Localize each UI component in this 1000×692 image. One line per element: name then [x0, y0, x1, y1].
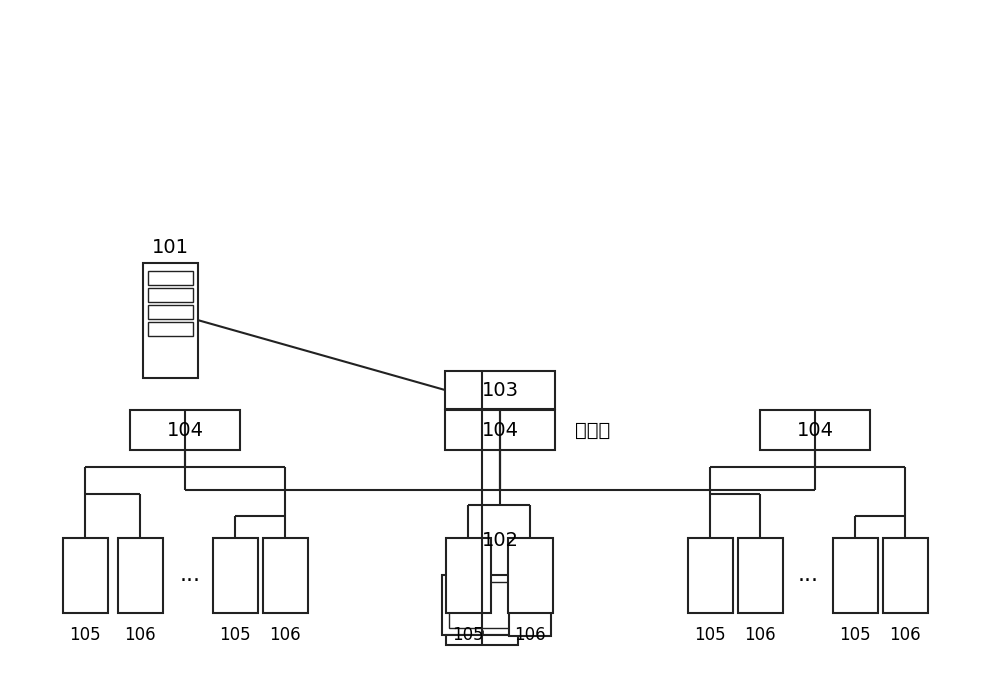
Text: ...: ...	[180, 565, 200, 585]
Bar	[445, 371, 555, 409]
Text: 106: 106	[124, 626, 156, 644]
Bar	[515, 596, 545, 606]
Text: 102: 102	[482, 531, 518, 551]
Text: 106: 106	[269, 626, 301, 644]
Text: 105: 105	[69, 626, 101, 644]
Bar	[760, 410, 870, 450]
Text: 105: 105	[694, 626, 726, 644]
Text: 106: 106	[744, 626, 776, 644]
Text: 以太网: 以太网	[575, 421, 610, 439]
Bar	[143, 262, 198, 378]
Text: 104: 104	[482, 421, 518, 439]
Bar	[148, 287, 192, 302]
Bar	[445, 410, 555, 450]
Text: 106: 106	[514, 626, 546, 644]
Bar	[446, 538, 490, 612]
Bar	[832, 538, 878, 612]
Text: ...: ...	[798, 565, 818, 585]
Text: 105: 105	[219, 626, 251, 644]
Bar	[118, 538, 162, 612]
Text: 104: 104	[796, 421, 834, 439]
Bar	[130, 410, 240, 450]
Bar	[62, 538, 108, 612]
Bar	[508, 538, 552, 612]
Bar	[449, 582, 515, 628]
Bar	[883, 538, 928, 612]
Bar	[262, 538, 308, 612]
Text: 103: 103	[482, 381, 518, 399]
Bar	[442, 575, 522, 635]
Text: 101: 101	[152, 238, 188, 257]
Bar	[688, 538, 732, 612]
Bar	[148, 322, 192, 336]
Text: 105: 105	[452, 626, 484, 644]
Bar	[212, 538, 258, 612]
Bar	[148, 271, 192, 284]
Bar	[509, 564, 551, 636]
Text: 106: 106	[889, 626, 921, 644]
Bar	[148, 304, 192, 318]
Bar	[738, 538, 782, 612]
Bar	[515, 578, 545, 588]
Text: 104: 104	[166, 421, 204, 439]
Bar	[446, 635, 518, 645]
Text: 105: 105	[839, 626, 871, 644]
